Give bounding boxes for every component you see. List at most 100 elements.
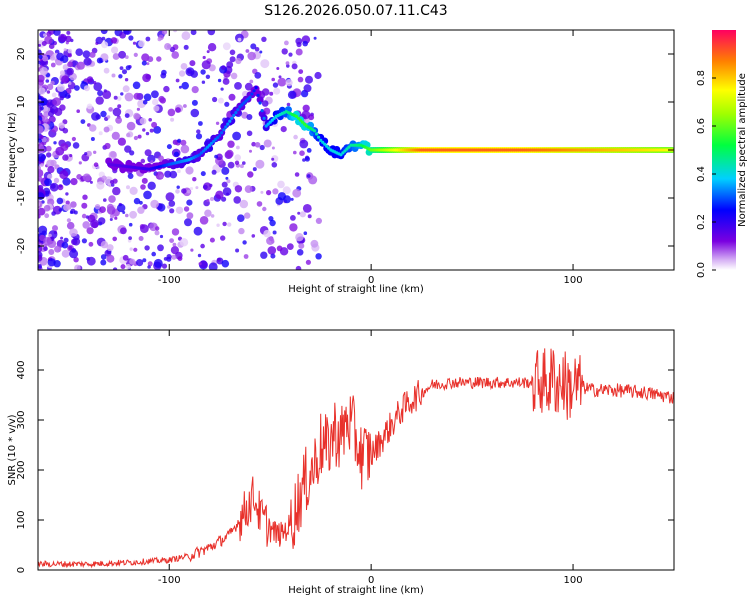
spectrogram-noise-blob <box>100 254 107 260</box>
spectrogram-noise-blob <box>171 228 180 236</box>
spectrogram-noise-blob <box>295 48 303 56</box>
spectrogram-noise-blob <box>111 46 119 54</box>
spectrogram-noise-blob <box>109 218 113 221</box>
spectrogram-ridge-point <box>347 145 351 149</box>
spectrogram-noise-blob <box>40 163 44 167</box>
spectrogram-noise-blob <box>260 190 264 194</box>
spectrogram-noise-blob <box>41 41 47 46</box>
spectrogram-noise-blob <box>93 162 99 167</box>
spectrogram-noise-blob <box>87 214 96 223</box>
spectrogram-noise-blob <box>95 36 103 45</box>
figure-title: S126.2026.050.07.11.C43 <box>264 3 447 19</box>
spectrogram-noise-blob <box>133 92 141 100</box>
spectrogram-ridge-point <box>214 137 218 141</box>
spectrogram-noise-blob <box>52 97 61 107</box>
spectrogram-noise-blob <box>302 204 312 213</box>
spectrogram-noise-blob <box>234 185 243 193</box>
spectrogram-noise-blob <box>48 110 54 117</box>
spectrogram-noise-blob <box>149 128 154 133</box>
spectrogram-noise-blob <box>141 60 147 66</box>
spectrogram-noise-blob <box>179 238 189 247</box>
spectrogram-noise-blob <box>251 141 256 147</box>
spectrogram-noise-blob <box>124 78 129 82</box>
spectrogram-noise-blob <box>45 145 52 152</box>
spectrogram-noise-blob <box>38 43 41 47</box>
spectrogram-noise-blob <box>302 40 309 47</box>
spectrogram-noise-blob <box>306 148 312 153</box>
spectrogram-noise-blob <box>246 114 253 120</box>
spectrogram-y-ticks: -20 -10 0 10 20 <box>16 48 674 254</box>
spectrogram-noise-blob <box>169 46 176 53</box>
spectrogram-noise-blob <box>109 214 115 219</box>
spectrogram-noise-blob <box>51 92 57 98</box>
spectrogram-noise-blob <box>61 241 69 249</box>
spectrogram-noise-blob <box>86 76 94 83</box>
spectrogram-ridge-point <box>258 101 262 105</box>
y-tick-label: 0 <box>16 567 27 573</box>
spectrogram-noise-blob <box>239 164 244 169</box>
spectrogram-noise-blob <box>221 181 228 188</box>
spectrogram-ridge-point <box>236 108 240 112</box>
spectrogram-noise-blob <box>38 87 46 95</box>
spectrogram-noise-blob <box>62 119 68 125</box>
spectrogram-noise-blob <box>57 83 65 92</box>
spectrogram-noise-blob <box>142 258 147 263</box>
spectrogram-noise-blob <box>229 49 236 56</box>
spectrogram-y-label: Frequency (Hz) <box>7 112 18 188</box>
spectrogram-noise-blob <box>43 33 47 37</box>
spectrogram-noise-blob <box>39 67 48 76</box>
x-tick-label: 0 <box>368 275 374 286</box>
spectrogram-noise-blob <box>50 80 55 86</box>
spectrogram-noise-blob <box>103 67 110 74</box>
spectrogram-noise-blob <box>147 56 154 63</box>
spectrogram-noise-blob <box>137 206 145 214</box>
snr-y-ticks: 0 100 200 300 400 <box>16 360 674 573</box>
x-tick-label: -100 <box>158 575 181 586</box>
spectrogram-noise-blob <box>90 137 95 141</box>
spectrogram-noise-blob <box>296 249 304 256</box>
spectrogram-noise-blob <box>237 214 245 222</box>
spectrogram-noise-blob <box>120 264 126 270</box>
spectrogram-noise-blob <box>261 36 267 42</box>
spectrogram-noise-blob <box>207 43 217 52</box>
spectrogram-noise-blob <box>66 221 75 230</box>
spectrogram-noise-blob <box>272 230 277 235</box>
spectrogram-noise-blob <box>66 67 74 76</box>
spectrogram-noise-blob <box>290 197 294 201</box>
spectrogram-noise-blob <box>288 52 293 57</box>
spectrogram-noise-blob <box>128 236 133 241</box>
spectrogram-ridge-point <box>325 144 329 148</box>
spectrogram-ridge-point <box>341 151 345 155</box>
spectrogram-noise-blob <box>175 78 180 83</box>
spectrogram-noise-blob <box>73 210 78 215</box>
spectrogram-noise-blob <box>166 144 172 150</box>
spectrogram-noise-blob <box>269 219 276 227</box>
spectrogram-noise-blob <box>163 257 168 261</box>
spectrogram-noise-blob <box>227 222 232 227</box>
spectrogram-ridge-point <box>260 109 264 113</box>
spectrogram-noise-blob <box>101 175 107 181</box>
spectrogram-noise-blob <box>176 185 180 189</box>
spectrogram-noise-blob <box>94 204 101 210</box>
spectrogram-noise-blob <box>197 253 202 258</box>
spectrogram-noise-blob <box>235 57 242 65</box>
spectrogram-noise-blob <box>180 139 187 146</box>
spectrogram-noise-blob <box>49 182 59 192</box>
spectrogram-noise-blob <box>190 70 198 78</box>
spectrogram-noise-blob <box>299 211 306 218</box>
spectrogram-noise-blob <box>152 98 159 106</box>
spectrogram-noise-blob <box>245 49 250 53</box>
spectrogram-noise-blob <box>124 92 134 102</box>
spectrogram-noise-blob <box>198 262 202 266</box>
spectrogram-noise-blob <box>122 254 129 261</box>
colorbar-label: Normalized spectral amplitude <box>737 73 748 227</box>
spectrogram-noise-blob <box>139 117 147 125</box>
spectrogram-noise-blob <box>63 48 67 52</box>
spectrogram-noise-blob <box>108 195 116 203</box>
spectrogram-noise-blob <box>114 216 118 220</box>
spectrogram-noise-blob <box>93 150 97 154</box>
colorbar-tick-label: 0.4 <box>696 166 707 182</box>
spectrogram-noise-blob <box>211 169 217 175</box>
spectrogram-noise-blob <box>236 145 240 150</box>
spectrogram-ridge-point <box>238 105 242 109</box>
